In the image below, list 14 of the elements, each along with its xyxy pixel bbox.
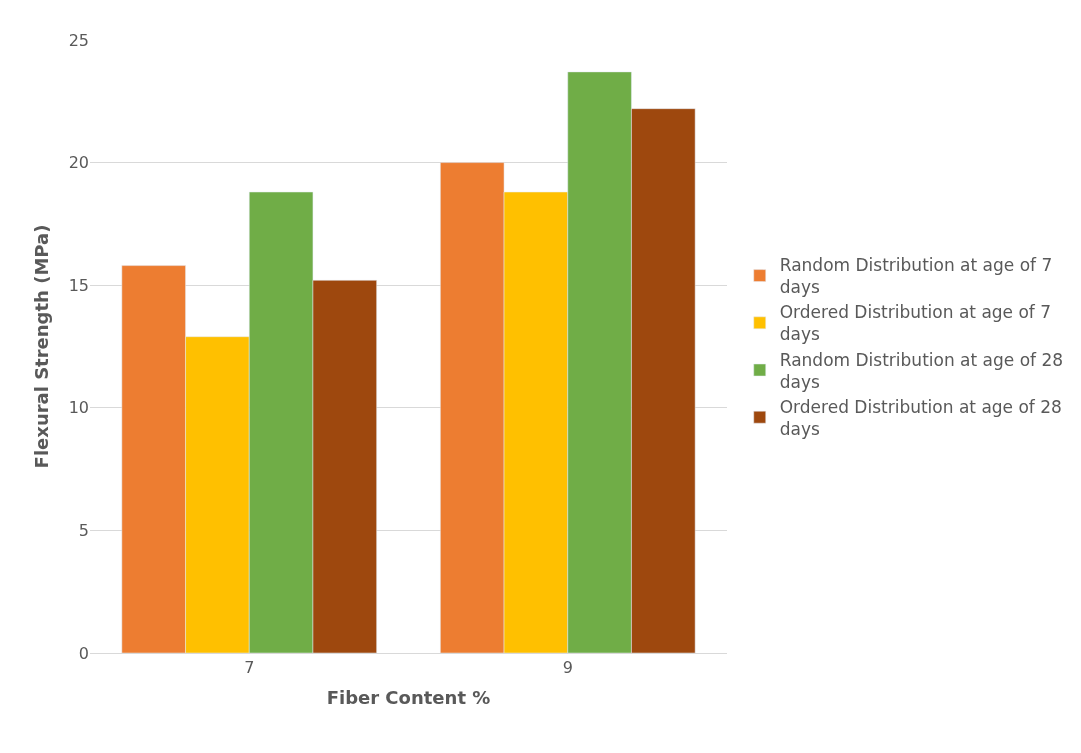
- y-tick-label: 5: [78, 521, 89, 540]
- legend-label: Random Distribution at age of 28 days: [779, 349, 1064, 392]
- y-tick-label: 25: [68, 30, 89, 50]
- y-tick-label: 10: [68, 398, 89, 418]
- x-tick-label: 9: [562, 658, 573, 678]
- x-axis-title: Fiber Content %: [326, 687, 491, 709]
- x-tick-label: 7: [244, 658, 255, 678]
- y-tick-label: 0: [78, 643, 89, 663]
- legend-label: Ordered Distribution at age of 28 days: [779, 396, 1062, 439]
- y-tick-label: 15: [68, 275, 89, 295]
- y-tick-label: 20: [68, 153, 89, 173]
- y-axis-title: Flexural Strength (MPa): [30, 224, 52, 469]
- legend-label: Ordered Distribution at age of 7 days: [779, 302, 1052, 345]
- legend-label: Random Distribution at age of 7 days: [779, 255, 1053, 298]
